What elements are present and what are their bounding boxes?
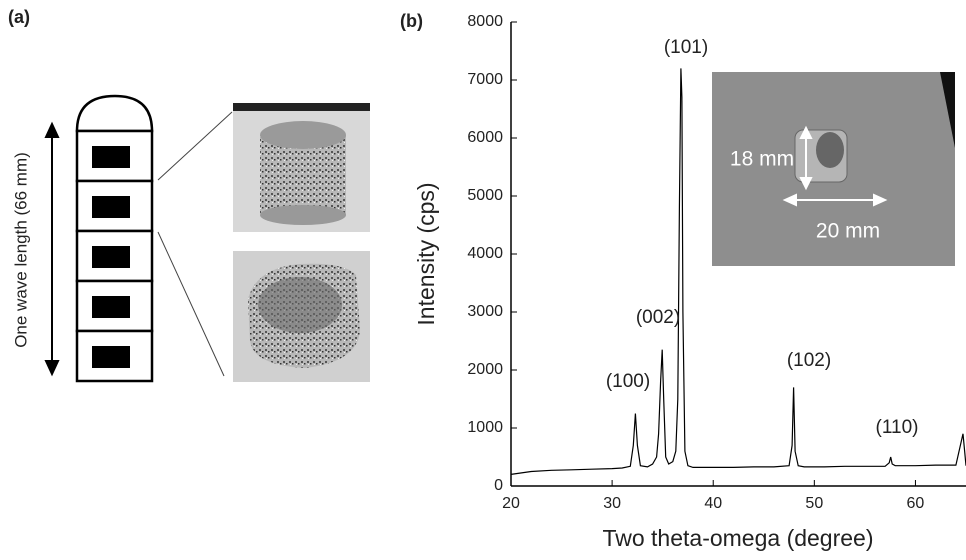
samples	[92, 146, 130, 368]
y-tick-label: 0	[494, 477, 503, 494]
callout-lines	[157, 111, 233, 377]
x-tick-label: 60	[907, 495, 925, 512]
dimension-label: One wave length (66 mm)	[11, 152, 30, 348]
photo-cylinder	[233, 103, 370, 232]
x-tick-label: 30	[603, 495, 621, 512]
y-tick-label: 4000	[467, 245, 503, 262]
x-tick-label: 40	[704, 495, 722, 512]
y-tick-label: 7000	[467, 71, 503, 88]
inset-photo	[712, 72, 955, 266]
inset-label: 20 mm	[816, 220, 880, 243]
y-tick-label: 8000	[467, 13, 503, 30]
y-tick-label: 1000	[467, 419, 503, 436]
y-tick-label: 5000	[467, 187, 503, 204]
inset-label: 18 mm	[730, 148, 794, 171]
y-tick-label: 2000	[467, 361, 503, 378]
x-axis-label: Two theta-omega (degree)	[602, 525, 873, 551]
x-tick-label: 20	[502, 495, 520, 512]
photo-cut-sample	[233, 251, 370, 382]
peak-label: (100)	[606, 371, 650, 392]
peak-label: (101)	[664, 37, 708, 58]
xrd-pattern	[510, 68, 966, 475]
y-tick-label: 6000	[467, 129, 503, 146]
panel-a: (a) One wave length (66 mm)	[8, 7, 370, 383]
peak-label: (002)	[636, 307, 680, 328]
panel-b: (b) Intensity (cps) Two theta-omega (deg…	[400, 11, 955, 551]
panel-label: (a)	[8, 7, 30, 27]
x-tick-label: 50	[805, 495, 823, 512]
arrow	[44, 121, 60, 377]
peak-label: (102)	[787, 350, 831, 371]
panel-label: (b)	[400, 11, 423, 31]
y-tick-label: 3000	[467, 303, 503, 320]
resonator-schematic	[75, 94, 154, 383]
y-axis-label: Intensity (cps)	[413, 182, 439, 325]
peak-label: (110)	[876, 417, 919, 438]
